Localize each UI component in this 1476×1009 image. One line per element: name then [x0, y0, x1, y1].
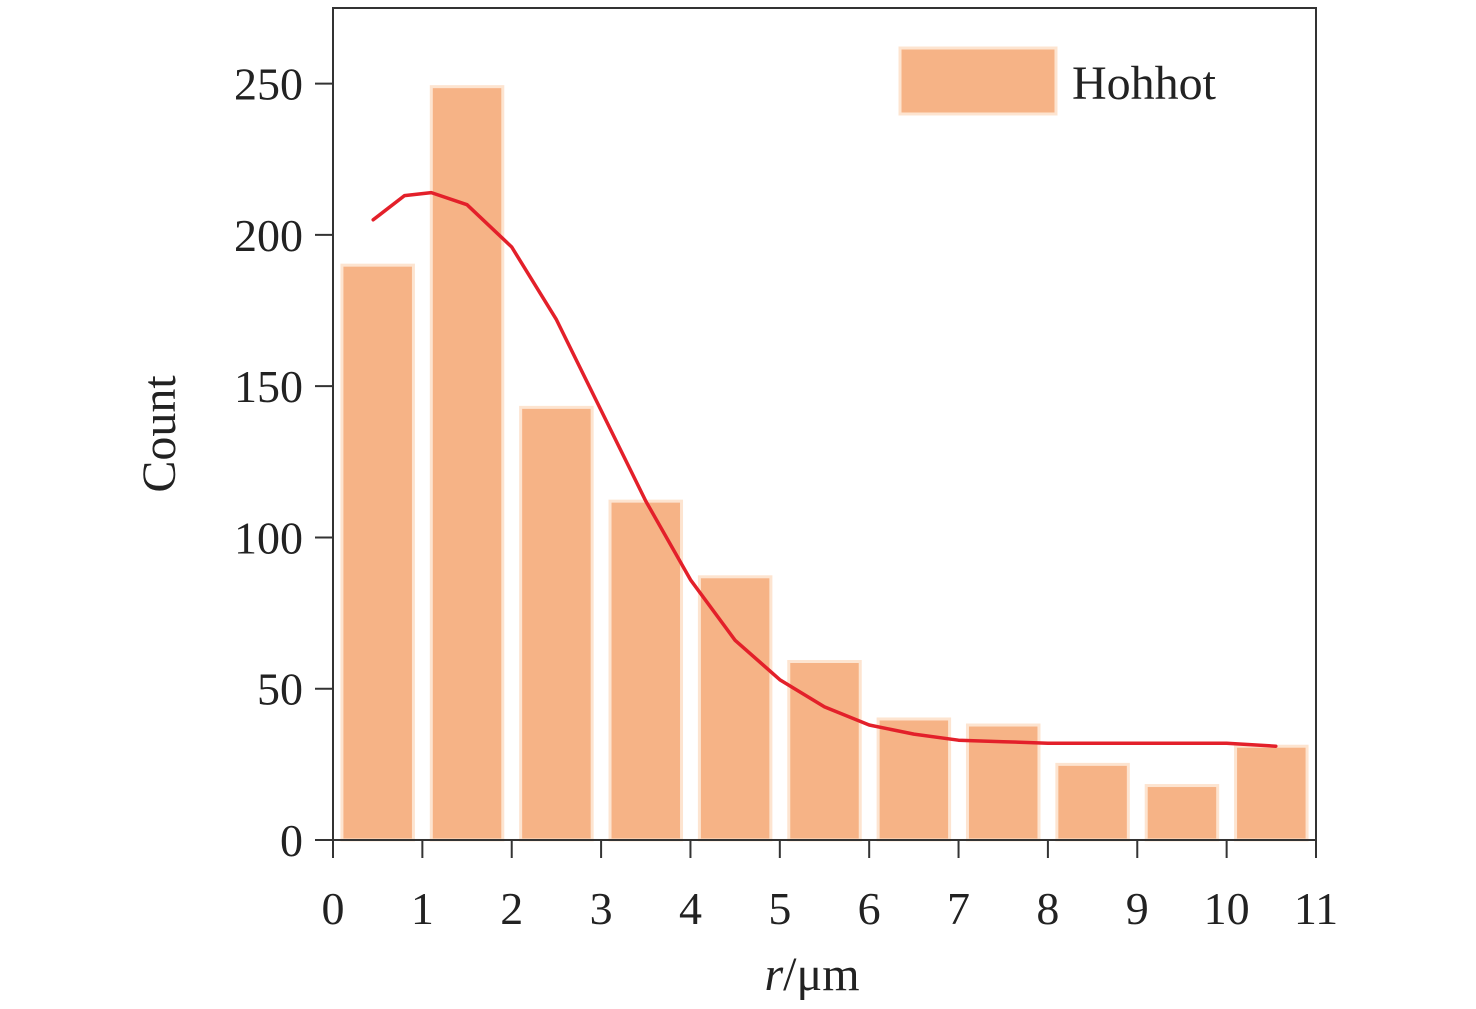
x-axis-variable: r — [764, 948, 783, 1001]
x-tick-label-3: 3 — [590, 883, 613, 934]
x-tick-label-9: 9 — [1126, 883, 1149, 934]
x-tick-label-2: 2 — [500, 883, 523, 934]
bar-10 — [1234, 744, 1309, 842]
legend: Hohhot — [898, 46, 1217, 116]
fit-curve — [371, 190, 1278, 748]
bar-5 — [787, 659, 862, 842]
y-tick-label-1: 50 — [257, 664, 303, 715]
plot-frame — [332, 7, 1317, 841]
legend-swatch — [898, 46, 1058, 116]
y-tick-label-2: 100 — [234, 512, 303, 563]
x-ticks: 0 1 2 3 4 5 6 7 8 9 10 11 — [322, 840, 1338, 934]
bar-1 — [429, 85, 505, 842]
x-axis-unit: /μm — [783, 948, 859, 1001]
y-tick-label-0: 0 — [280, 815, 303, 866]
x-tick-label-10: 10 — [1204, 883, 1250, 934]
x-tick-label-11: 11 — [1294, 883, 1338, 934]
bar-2 — [519, 405, 594, 842]
x-tick-label-1: 1 — [411, 883, 434, 934]
y-tick-label-5: 250 — [234, 59, 303, 110]
x-tick-label-6: 6 — [858, 883, 881, 934]
x-tick-label-8: 8 — [1036, 883, 1059, 934]
x-tick-label-0: 0 — [322, 883, 345, 934]
x-tick-label-5: 5 — [768, 883, 791, 934]
bars — [340, 85, 1309, 842]
y-tick-label-3: 150 — [234, 361, 303, 412]
x-axis-title: r/μm — [764, 948, 859, 1001]
bar-3 — [608, 499, 684, 842]
y-tick-label-4: 200 — [234, 210, 303, 261]
legend-label: Hohhot — [1072, 57, 1217, 110]
y-axis-title: Count — [133, 375, 186, 493]
bar-9 — [1144, 784, 1220, 842]
bar-4 — [697, 575, 773, 842]
x-tick-label-7: 7 — [947, 883, 970, 934]
bar-8 — [1055, 762, 1130, 842]
y-ticks: 0 50 100 150 200 250 — [234, 59, 333, 866]
bar-6 — [876, 717, 952, 842]
x-tick-label-4: 4 — [679, 883, 702, 934]
bar-0 — [340, 263, 415, 842]
